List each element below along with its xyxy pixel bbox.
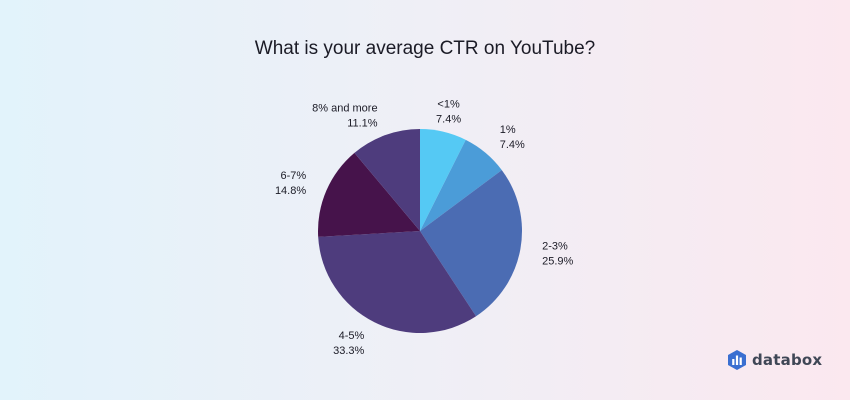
slice-category-label: 4-5%	[339, 330, 365, 342]
slice-value-label: 25.9%	[542, 256, 573, 268]
pie-slice	[318, 231, 477, 333]
slice-value-label: 33.3%	[333, 345, 364, 357]
slice-label: 1% 7.4%	[500, 124, 525, 151]
pie-slice	[318, 152, 420, 237]
slice-category-label: 8% and more	[312, 102, 377, 114]
slice-category-label: 1%	[500, 124, 516, 136]
slice-label: 4-5% 33.3%	[333, 330, 364, 357]
slice-label: <1% 7.4%	[436, 98, 461, 125]
pie-slice	[420, 129, 466, 231]
slice-value-label: 14.8%	[275, 185, 306, 197]
slice-label: 2-3% 25.9%	[542, 241, 573, 268]
pie-slice	[420, 139, 502, 231]
slice-value-label: 11.1%	[347, 117, 378, 129]
chart-title: What is your average CTR on YouTube?	[254, 38, 596, 59]
databox-logo-icon	[728, 350, 746, 370]
pie-slice	[420, 170, 522, 317]
slice-category-label: 6-7%	[280, 170, 306, 182]
databox-logo: databox	[727, 349, 822, 371]
slice-label: 8% and more 11.1%	[312, 102, 378, 129]
slice-category-label: <1%	[437, 98, 460, 110]
pie-slice	[354, 129, 420, 231]
slice-value-label: 7.4%	[436, 113, 461, 125]
slice-label: 6-7% 14.8%	[275, 170, 306, 197]
slice-category-label: 2-3%	[542, 241, 568, 253]
slice-value-label: 7.4%	[500, 139, 525, 151]
databox-logo-text: databox	[752, 351, 823, 369]
